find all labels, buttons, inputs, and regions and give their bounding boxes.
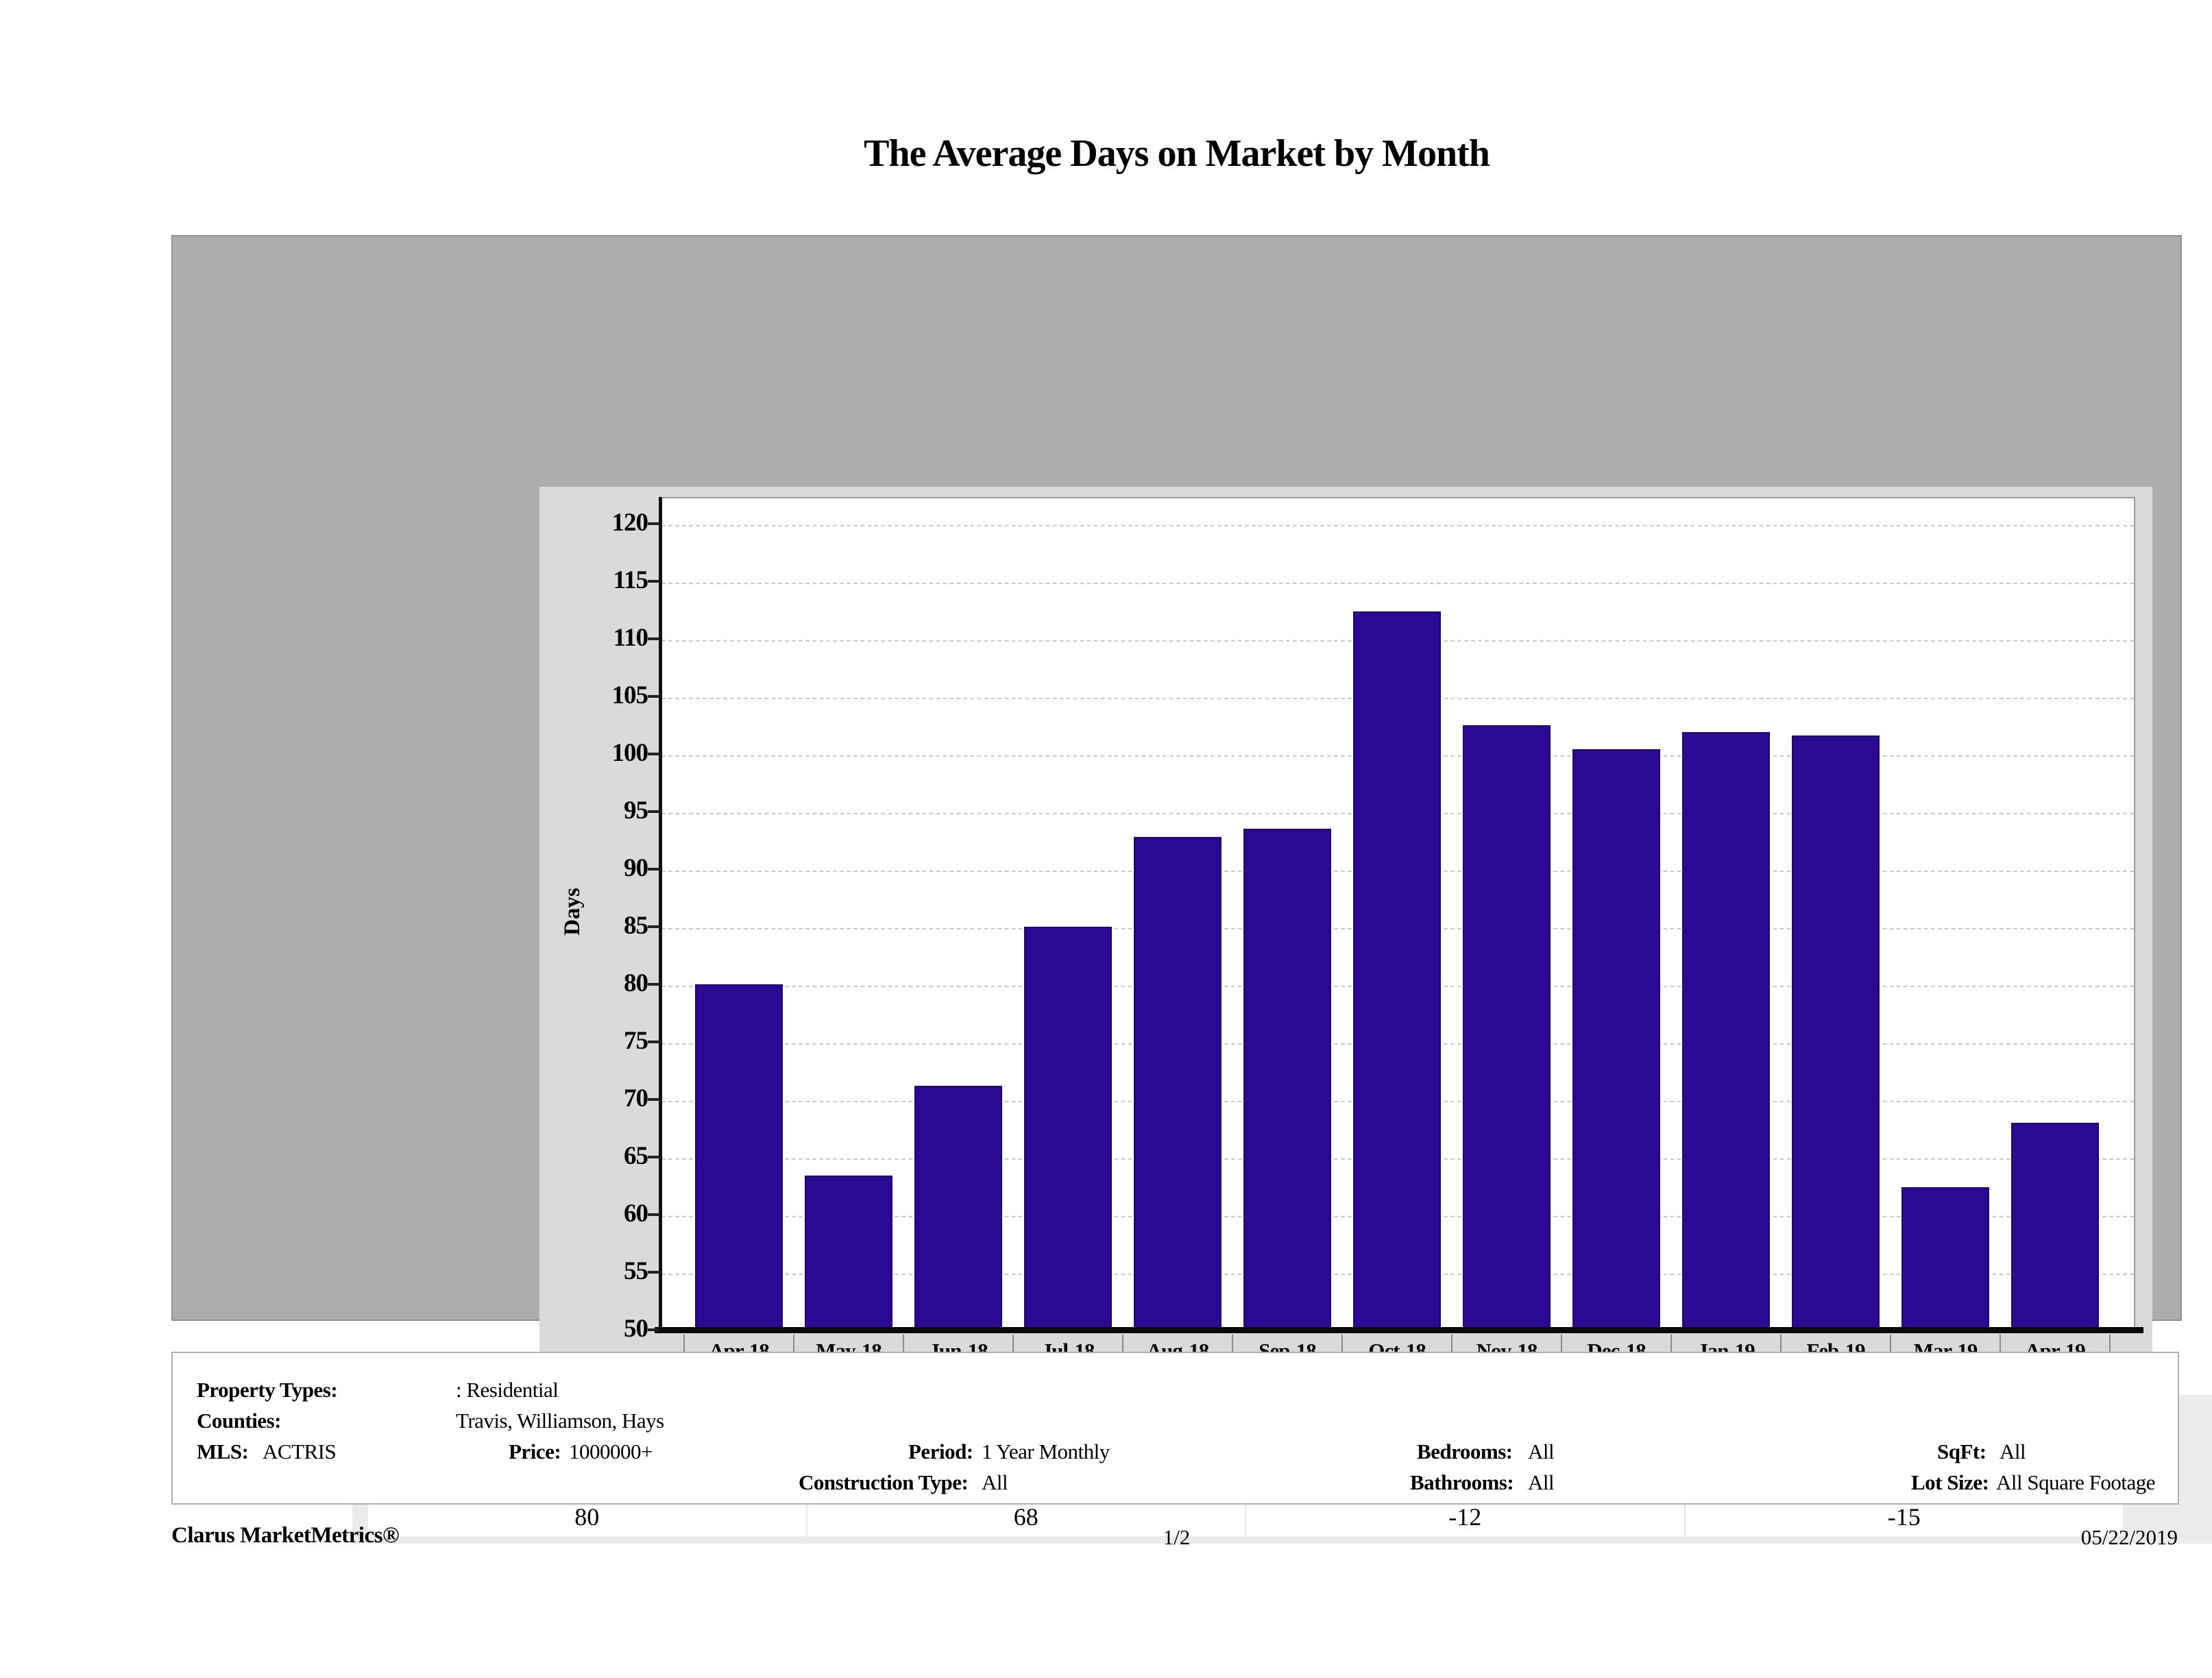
- y-tick-mark-50: [648, 1328, 659, 1331]
- price-value: 1000000+: [569, 1439, 653, 1463]
- y-tick-label-115: 115: [613, 566, 648, 594]
- bar-may-18: [805, 1176, 892, 1330]
- y-tick-label-50: 50: [624, 1315, 648, 1343]
- bar-dec-18: [1572, 749, 1660, 1330]
- y-tick-mark-85: [648, 925, 659, 928]
- y-tick-label-110: 110: [613, 624, 648, 652]
- bar-jan-19: [1682, 732, 1770, 1330]
- mls-label: MLS:: [197, 1439, 249, 1463]
- summary-value-change: -12: [1246, 1498, 1686, 1536]
- y-tick-mark-95: [648, 810, 659, 813]
- y-tick-label-80: 80: [624, 969, 648, 997]
- y-tick-mark-90: [648, 868, 659, 871]
- bar-mar-19: [1901, 1187, 1989, 1330]
- x-axis-line: [655, 1327, 2143, 1333]
- y-tick-mark-120: [648, 522, 659, 525]
- y-tick-label-95: 95: [624, 797, 648, 825]
- lot-size-value: All Square Footage: [1996, 1470, 2156, 1494]
- property-types-value: : Residential: [456, 1378, 559, 1402]
- period-value: 1 Year Monthly: [982, 1439, 1110, 1463]
- y-axis-line: [659, 497, 662, 1330]
- y-tick-mark-65: [648, 1156, 659, 1158]
- lot-size-label: Lot Size:: [1911, 1470, 1989, 1494]
- bar-jun-18: [914, 1086, 1002, 1330]
- y-axis-title: Days: [560, 888, 585, 936]
- bar-oct-18: [1353, 611, 1441, 1330]
- bar-feb-19: [1792, 735, 1880, 1330]
- y-tick-mark-110: [648, 637, 659, 640]
- y-tick-label-70: 70: [624, 1084, 648, 1112]
- criteria-box: Property Types: : Residential Counties: …: [171, 1352, 2179, 1505]
- mls-value: ACTRIS: [263, 1439, 337, 1463]
- bar-sep-18: [1243, 829, 1331, 1330]
- bar-aug-18: [1134, 837, 1222, 1330]
- plot-area: [661, 497, 2135, 1330]
- bar-jul-18: [1024, 927, 1112, 1330]
- footer-page-number: 1/2: [1163, 1525, 1191, 1549]
- sqft-label: SqFt:: [1937, 1439, 1986, 1463]
- bathrooms-label: Bathrooms:: [1410, 1470, 1514, 1494]
- bathrooms-value: All: [1528, 1470, 1555, 1494]
- y-tick-label-60: 60: [624, 1200, 648, 1228]
- bedrooms-value: All: [1528, 1439, 1555, 1463]
- summary-value-apr2019: 68: [807, 1498, 1246, 1536]
- summary-value-apr2018: 80: [368, 1498, 807, 1536]
- construction-type-label: Construction Type:: [799, 1470, 969, 1494]
- gridline-120: [661, 525, 2134, 526]
- y-tick-mark-60: [648, 1213, 659, 1216]
- period-label: Period:: [908, 1439, 973, 1463]
- y-tick-label-75: 75: [624, 1027, 648, 1055]
- footer-brand: Clarus MarketMetrics®: [171, 1523, 400, 1548]
- summary-value-percent: -15: [1887, 1503, 1921, 1531]
- y-tick-mark-70: [648, 1098, 659, 1101]
- y-tick-mark-115: [648, 580, 659, 583]
- y-tick-mark-105: [648, 695, 659, 698]
- chart-panel: 50 55 60 65 70 75 80 85 90 95 100 105 110 115 120 Apr-…: [539, 487, 2152, 1378]
- price-label: Price:: [509, 1439, 561, 1463]
- y-tick-label-65: 65: [624, 1142, 648, 1170]
- bar-nov-18: [1463, 725, 1551, 1330]
- y-tick-mark-55: [648, 1271, 659, 1274]
- footer-date: 05/22/2019: [2080, 1525, 2178, 1549]
- construction-type-value: All: [982, 1470, 1008, 1494]
- y-tick-label-100: 100: [611, 739, 649, 767]
- y-tick-mark-80: [648, 983, 659, 986]
- bar-apr-19: [2011, 1123, 2099, 1330]
- y-tick-mark-100: [648, 753, 659, 755]
- page-title: The Average Days on Market by Month: [864, 132, 1490, 175]
- sqft-value: All: [2000, 1439, 2026, 1463]
- y-tick-label-120: 120: [611, 509, 649, 537]
- report-outer-panel: 50 55 60 65 70 75 80 85 90 95 100 105 110 115 120 Apr-…: [171, 235, 2212, 1544]
- y-tick-label-90: 90: [624, 854, 648, 882]
- y-tick-label-105: 105: [611, 681, 649, 709]
- property-types-label: Property Types:: [197, 1378, 338, 1402]
- gridline-115: [661, 583, 2134, 584]
- bar-apr-18: [695, 984, 783, 1330]
- y-tick-label-55: 55: [624, 1257, 648, 1285]
- bedrooms-label: Bedrooms:: [1417, 1439, 1513, 1463]
- counties-value: Travis, Williamson, Hays: [456, 1409, 664, 1433]
- y-tick-mark-75: [648, 1041, 659, 1043]
- y-tick-label-85: 85: [624, 912, 648, 940]
- counties-label: Counties:: [197, 1409, 281, 1433]
